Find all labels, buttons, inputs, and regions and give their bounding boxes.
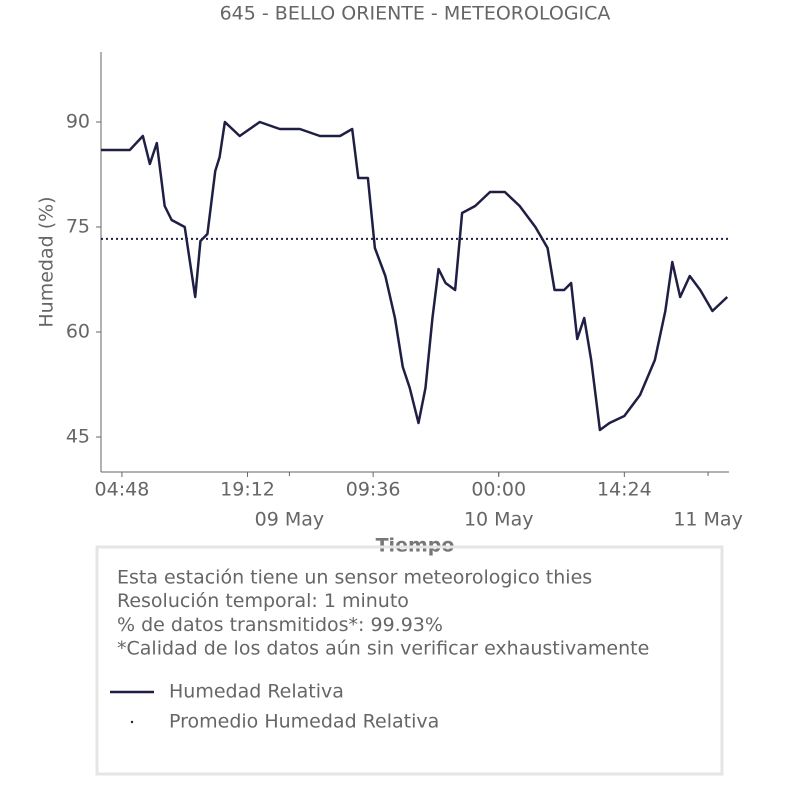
x-tick-label: 00:00 — [471, 479, 526, 501]
day-tick-label: 10 May — [464, 509, 534, 531]
legend-label: Promedio Humedad Relativa — [169, 711, 439, 733]
x-tick-label: 09:36 — [346, 479, 401, 501]
y-tick-label: 45 — [66, 426, 90, 448]
data-line — [101, 120, 729, 432]
y-tick-label: 90 — [66, 111, 90, 133]
note-line: Resolución temporal: 1 minuto — [117, 590, 409, 612]
y-tick-label: 60 — [66, 321, 90, 343]
note-line: *Calidad de los datos aún sin verificar … — [117, 638, 649, 660]
legend-label: Humedad Relativa — [169, 681, 344, 703]
y-tick-label: 75 — [66, 216, 90, 238]
x-tick-label: 04:48 — [95, 479, 150, 501]
x-tick-label: 14:24 — [597, 479, 652, 501]
note-line: Esta estación tiene un sensor meteorolog… — [117, 567, 592, 589]
day-tick-label: 11 May — [673, 509, 743, 531]
legend-swatch — [130, 720, 134, 724]
y-axis-label: Humedad (%) — [36, 196, 58, 327]
day-tick-label: 09 May — [255, 509, 325, 531]
chart-title: 645 - BELLO ORIENTE - METEOROLOGICA — [220, 3, 611, 25]
info-box — [95, 545, 724, 776]
note-line: % de datos transmitidos*: 99.93% — [117, 614, 443, 636]
x-tick-label: 19:12 — [220, 479, 275, 501]
